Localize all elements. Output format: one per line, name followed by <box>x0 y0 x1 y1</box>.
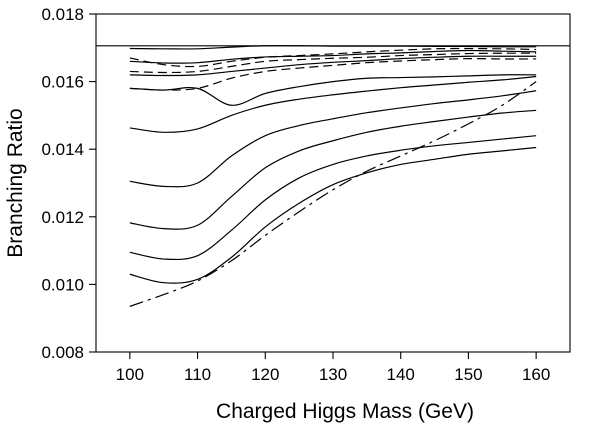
x-axis-title: Charged Higgs Mass (GeV) <box>216 400 474 423</box>
series-line-6 <box>129 57 537 91</box>
series-line-1 <box>129 45 537 50</box>
x-tick-label-160: 160 <box>522 365 550 384</box>
y-tick-label-5: 0.018 <box>41 5 84 24</box>
plot-frame <box>95 13 571 353</box>
series-line-12 <box>129 146 537 284</box>
y-tick-label-0: 0.008 <box>41 343 84 362</box>
series-line-9 <box>129 90 537 188</box>
y-tick-label-3: 0.014 <box>41 140 84 159</box>
x-tick-label-100: 100 <box>116 365 144 384</box>
series-line-4 <box>129 52 537 74</box>
series-line-3 <box>129 49 537 64</box>
series-line-13 <box>129 81 537 307</box>
series-line-5 <box>129 55 537 77</box>
series-line-8 <box>129 75 537 133</box>
y-tick-label-2: 0.012 <box>41 208 84 227</box>
x-tick-label-140: 140 <box>387 365 415 384</box>
x-axis: 100 110 120 130 140 150 160 <box>116 352 550 384</box>
series-line-11 <box>129 135 537 261</box>
x-tick-label-110: 110 <box>184 365 211 384</box>
series-line-10 <box>129 109 537 230</box>
y-tick-label-4: 0.016 <box>41 73 84 92</box>
series-line-7 <box>129 74 537 106</box>
y-axis-title: Branching Ratio <box>4 108 27 257</box>
series-line-2 <box>129 47 537 68</box>
series-group <box>129 45 537 307</box>
y-tick-label-1: 0.010 <box>41 275 84 294</box>
y-axis: 0.008 0.010 0.012 0.014 0.016 0.018 <box>41 5 96 362</box>
x-tick-label-150: 150 <box>454 365 482 384</box>
x-tick-label-120: 120 <box>251 365 279 384</box>
x-tick-label-130: 130 <box>319 365 347 384</box>
